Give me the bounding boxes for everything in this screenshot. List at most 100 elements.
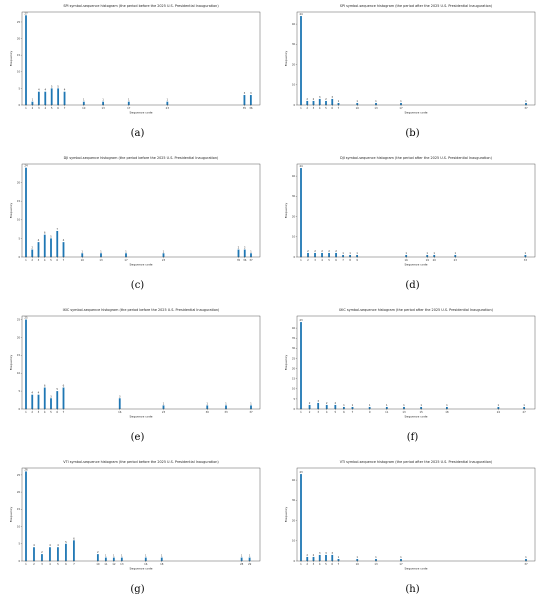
y-tick-label: 30: [292, 346, 296, 350]
x-tick-label: 4: [44, 106, 46, 110]
bar: [318, 554, 321, 561]
x-tick-label: 9: [369, 410, 371, 414]
y-tick-label: 0: [19, 407, 21, 411]
bar-chart: IXIC symbol-sequence histogram (the peri…: [9, 308, 261, 419]
x-tick-label: 3: [317, 410, 319, 414]
x-tick-label: 16: [118, 410, 122, 414]
bar: [62, 387, 65, 409]
bar: [225, 405, 227, 409]
bar: [125, 253, 127, 257]
x-tick-label: 17: [399, 106, 403, 110]
x-tick-label: 29: [248, 562, 252, 566]
bar: [433, 254, 436, 257]
panel-caption: (a): [130, 128, 145, 139]
x-tick-label: 5: [57, 562, 59, 566]
bar: [25, 15, 27, 106]
bar: [120, 557, 123, 561]
x-tick-label: 6: [335, 258, 337, 262]
bar: [337, 102, 340, 105]
panel-caption: (b): [405, 128, 420, 139]
bar: [356, 558, 359, 561]
y-axis-label: Frequency: [284, 507, 288, 523]
data-label: 3: [119, 394, 121, 398]
bar: [50, 238, 52, 257]
bar: [25, 319, 27, 409]
y-tick-label: 40: [292, 22, 296, 26]
chart-title: VTI symbol-sequence histogram (the perio…: [340, 460, 493, 464]
y-tick-label: 20: [292, 518, 296, 522]
panel-caption: (d): [405, 280, 420, 291]
x-tick-label: 28: [240, 562, 244, 566]
x-tick-label: 18: [445, 410, 449, 414]
data-label: 1: [342, 251, 344, 255]
data-label: 2: [238, 246, 240, 250]
bar: [318, 98, 321, 105]
bar: [454, 254, 457, 257]
bar: [237, 249, 240, 257]
data-label: 3: [244, 91, 246, 95]
y-axis-label: Frequency: [9, 203, 13, 219]
data-label: 5: [57, 84, 59, 88]
x-tick-label: 20: [433, 258, 437, 262]
x-tick-label: 3: [38, 258, 40, 262]
bar: [314, 252, 316, 257]
plot-frame: [21, 163, 261, 258]
bar: [343, 406, 345, 409]
x-tick-label: 2: [32, 106, 34, 110]
data-label: 4: [57, 543, 59, 547]
y-axis-label: Frequency: [284, 203, 288, 219]
y-tick-label: 30: [292, 498, 296, 502]
data-label: 1: [369, 403, 371, 407]
data-label: 1: [338, 555, 340, 559]
data-label: 1: [525, 99, 527, 103]
data-label: 2: [328, 249, 330, 253]
bar: [351, 406, 354, 409]
data-label: 5: [51, 84, 53, 88]
y-tick-label: 15: [17, 353, 21, 357]
bar: [325, 554, 327, 561]
bar: [317, 402, 320, 409]
bar: [385, 406, 388, 409]
data-label: 1: [386, 403, 388, 407]
data-label: 1: [100, 249, 102, 253]
data-label: 1: [498, 403, 500, 407]
y-tick-label: 10: [292, 235, 296, 239]
chart-panel: SPI symbol-sequence histogram (the perio…: [275, 0, 550, 150]
data-label: 3: [319, 95, 321, 99]
data-label: 1: [250, 249, 252, 253]
plot-frame: [21, 467, 261, 562]
data-label: 1: [241, 554, 243, 558]
chart-title: SPI symbol-sequence histogram (the perio…: [340, 4, 493, 8]
bar: [102, 101, 104, 105]
y-axis-label: Frequency: [9, 51, 13, 67]
y-tick-label: 10: [17, 524, 21, 528]
bar: [37, 242, 40, 257]
bar: [44, 91, 47, 105]
x-tick-label: 2: [31, 258, 33, 262]
data-label: 2: [313, 97, 315, 101]
x-tick-label: 1: [300, 410, 302, 414]
bar: [523, 406, 526, 409]
bar: [405, 254, 408, 257]
bar: [206, 405, 209, 409]
chart-panel: IXIC symbol-sequence histogram (the peri…: [0, 304, 275, 454]
y-tick-label: 10: [17, 70, 21, 74]
x-tick-label: 33: [524, 258, 528, 262]
x-tick-label: 11: [104, 562, 108, 566]
data-label: 3: [317, 399, 319, 403]
x-tick-label: 10: [96, 562, 100, 566]
y-tick-label: 30: [292, 42, 296, 46]
x-tick-label: 1: [25, 562, 27, 566]
y-tick-label: 10: [292, 539, 296, 543]
bar: [312, 556, 315, 561]
data-label: 4: [31, 391, 33, 395]
data-label: 1: [81, 249, 83, 253]
data-label: 1: [426, 251, 428, 255]
data-label: 1: [121, 554, 123, 558]
bar-chart: IXIC symbol-sequence histogram (the peri…: [284, 308, 536, 419]
bar: [37, 91, 40, 105]
x-tick-label: 30: [206, 410, 210, 414]
y-axis-label: Frequency: [284, 51, 288, 67]
y-tick-label: 5: [19, 86, 21, 90]
x-axis-label: Sequence code: [405, 415, 428, 419]
